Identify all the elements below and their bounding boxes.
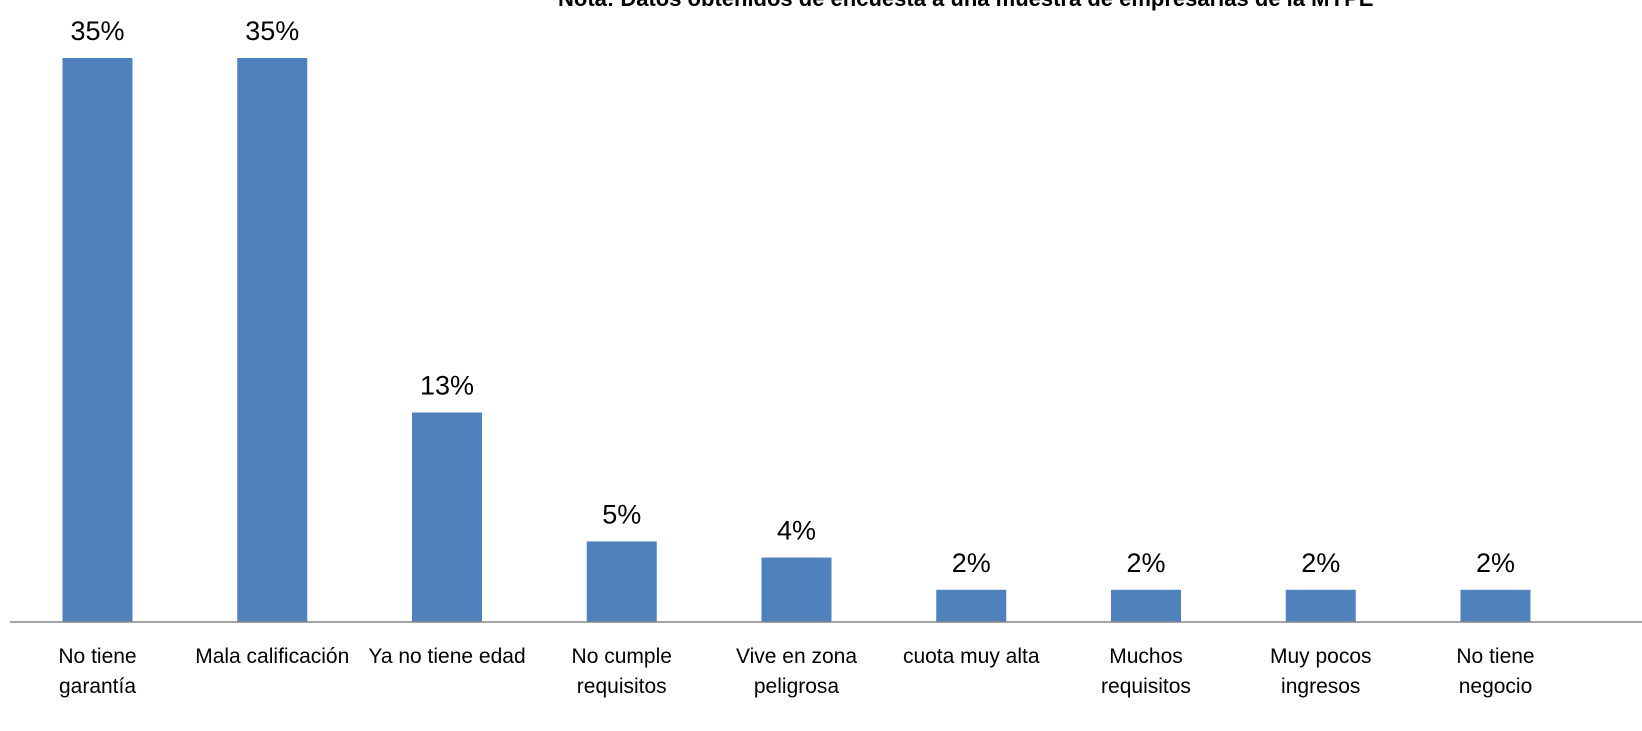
category-label-line: cuota muy alta (903, 645, 1040, 668)
category-label-line: Muy pocos (1270, 645, 1372, 668)
bar-value-label: 2% (952, 548, 991, 578)
chart-note: Nota: Datos obtenidos de encuesta a una … (558, 0, 1373, 12)
bar-value-label: 13% (420, 371, 474, 401)
bar-value-label: 2% (1301, 548, 1340, 578)
bar (412, 412, 482, 622)
category-label: cuota muy alta (903, 645, 1040, 668)
bar (1111, 589, 1181, 622)
category-label: Muy pocos ingresos (1270, 645, 1372, 698)
category-label-line: Ya no tiene edad (368, 645, 525, 668)
category-label: No tiene garantía (58, 645, 136, 698)
category-label-line: Mala calificación (195, 645, 349, 668)
bar-value-label: 4% (777, 516, 816, 546)
bar (761, 557, 832, 622)
category-label-line: negocio (1459, 675, 1533, 698)
category-label-line: No tiene (58, 645, 136, 668)
bar (237, 58, 308, 622)
bar (62, 58, 133, 622)
category-label-line: No cumple (572, 645, 672, 668)
category-label: Ya no tiene edad (368, 645, 525, 668)
bar (586, 541, 657, 622)
bar (1460, 589, 1531, 622)
category-label-line: Vive en zona (736, 645, 857, 668)
bar-value-label: 35% (245, 16, 299, 46)
bar (1285, 589, 1356, 622)
bar-value-label: 2% (1126, 548, 1165, 578)
category-label: Vive en zona peligrosa (736, 645, 857, 698)
category-label-line: requisitos (577, 675, 667, 698)
category-label: No cumple requisitos (572, 645, 672, 698)
category-label-line: ingresos (1281, 675, 1360, 698)
bar-value-label: 35% (70, 16, 124, 46)
category-labels-group: No tiene garantía Mala calificación Ya no t… (58, 645, 1534, 698)
category-label-line: requisitos (1101, 675, 1191, 698)
bars-group (62, 58, 1531, 622)
bar-value-label: 2% (1476, 548, 1515, 578)
category-label: Muchos requisitos (1101, 645, 1191, 698)
category-label-line: Muchos (1109, 645, 1183, 668)
category-label-line: No tiene (1456, 645, 1534, 668)
category-label-line: garantía (59, 675, 136, 698)
bar-value-label: 5% (602, 499, 641, 529)
value-labels-group: 35% 35% 13% 5% 4% 2% 2% 2% 2% (70, 16, 1515, 578)
category-label: No tiene negocio (1456, 645, 1534, 698)
category-label: Mala calificación (195, 645, 349, 668)
bar (936, 589, 1007, 622)
category-label-line: peligrosa (754, 675, 840, 698)
